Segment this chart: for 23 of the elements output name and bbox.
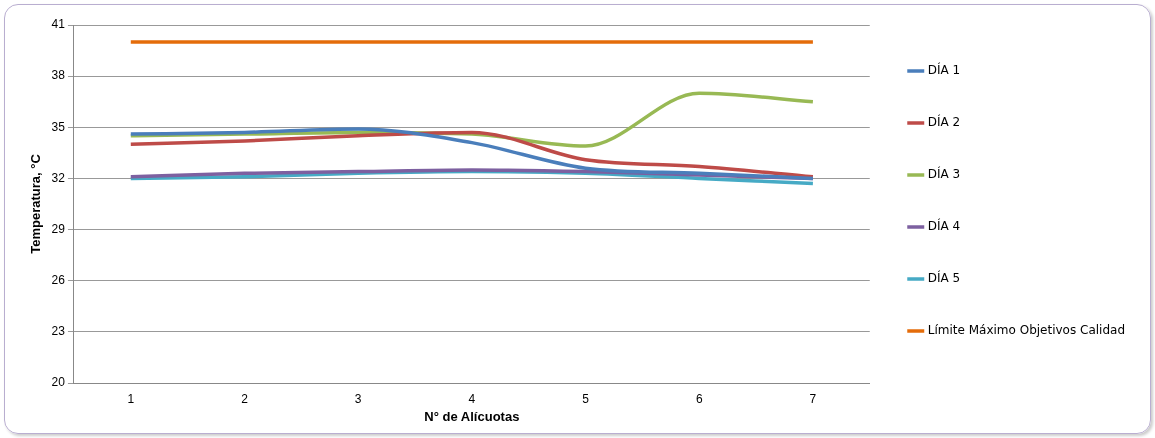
y-tick-label: 35 [51,119,66,134]
y-tick-label: 38 [51,68,66,83]
x-tick-label: 4 [468,391,476,406]
y-tick-label: 23 [51,324,66,339]
x-tick-label: 5 [582,391,590,406]
x-tick-label: 7 [809,391,817,406]
legend-label: DÍA 5 [927,270,961,286]
x-tick-label: 6 [695,391,703,406]
legend-label: Límite Máximo Objetivos Calidad [927,323,1125,338]
y-tick-label: 41 [51,17,66,32]
y-tick-label: 29 [51,221,66,236]
x-tick-label: 2 [241,391,249,406]
legend-label: DÍA 3 [927,166,961,182]
y-tick-label: 26 [51,273,66,288]
legend-label: DÍA 1 [927,62,961,78]
legend-label: DÍA 4 [927,218,961,234]
x-tick-label: 3 [354,391,362,406]
y-tick-label: 32 [51,170,66,185]
legend-label: DÍA 2 [927,114,961,130]
y-axis-title: Temperatura, °C [28,153,44,254]
x-tick-label: 1 [127,391,135,406]
x-axis-title: N° de Alícuotas [424,408,520,424]
y-tick-label: 20 [51,375,66,390]
